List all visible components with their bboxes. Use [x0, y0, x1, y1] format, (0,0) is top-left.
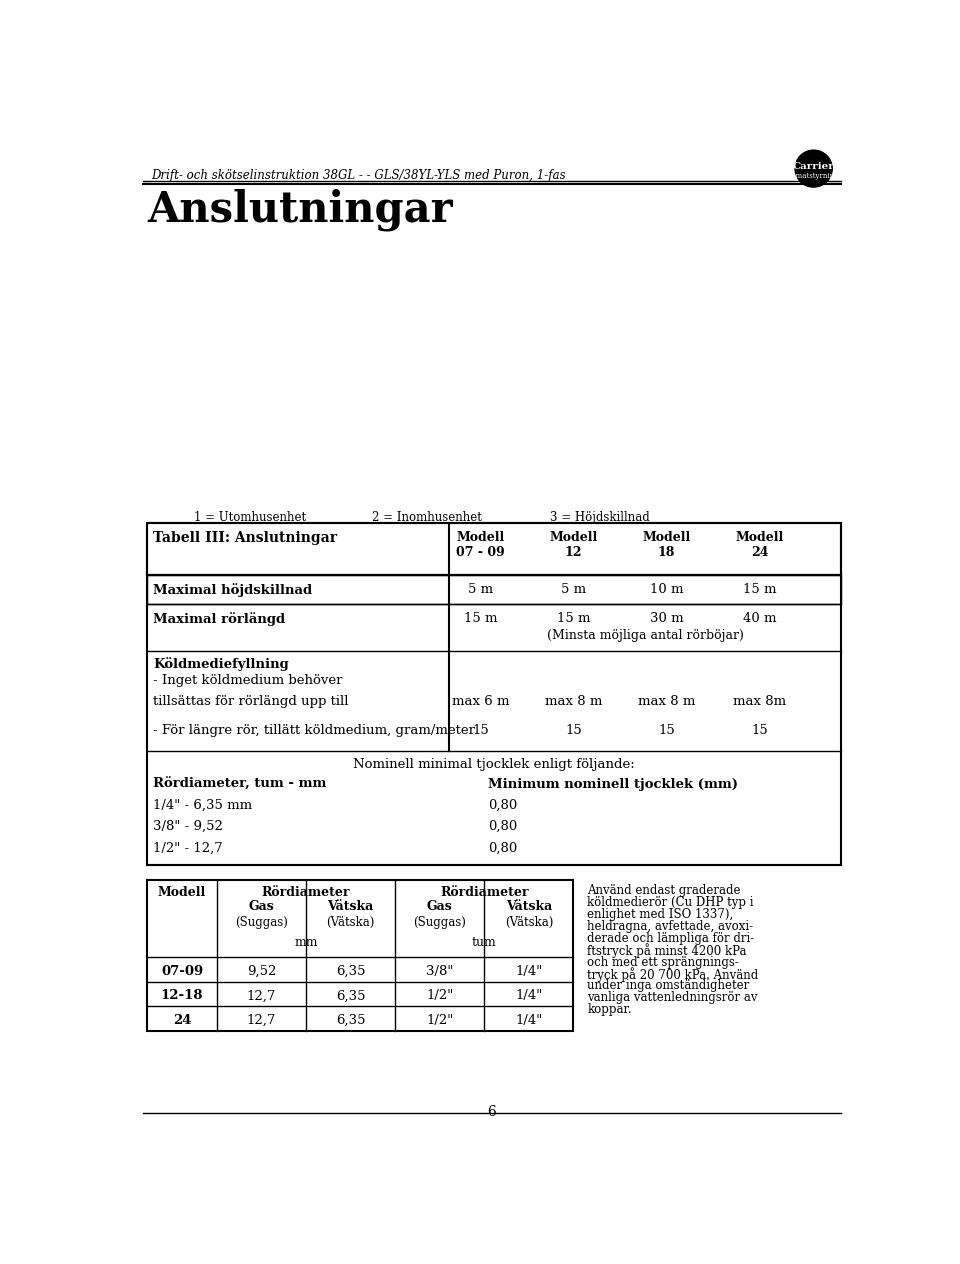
Text: 15: 15: [751, 724, 768, 737]
Text: Modell: Modell: [549, 531, 597, 544]
Text: tryck på 20 700 kPa. Använd: tryck på 20 700 kPa. Använd: [588, 967, 758, 982]
Text: (Minsta möjliga antal rörböjar): (Minsta möjliga antal rörböjar): [546, 629, 743, 642]
Text: 1/2": 1/2": [426, 990, 453, 1002]
Text: Gas: Gas: [249, 900, 275, 913]
Text: 0,80: 0,80: [488, 799, 517, 811]
Text: Anslutningar: Anslutningar: [147, 188, 453, 231]
Text: och med ett sprängnings-: och med ett sprängnings-: [588, 956, 739, 968]
Text: (Vätska): (Vätska): [505, 915, 553, 929]
Text: Vätska: Vätska: [327, 900, 373, 913]
Text: 1/4" - 6,35 mm: 1/4" - 6,35 mm: [154, 799, 252, 811]
Text: enlighet med ISO 1337),: enlighet med ISO 1337),: [588, 908, 733, 920]
Text: 07-09: 07-09: [161, 964, 204, 978]
Text: koppar.: koppar.: [588, 1004, 632, 1016]
Text: 15: 15: [658, 724, 675, 737]
Text: Maximal rörlängd: Maximal rörlängd: [154, 612, 285, 626]
Text: 0,80: 0,80: [488, 820, 517, 833]
Text: 3/8": 3/8": [426, 964, 453, 978]
Text: Carrier: Carrier: [793, 163, 834, 172]
Text: 1/2": 1/2": [426, 1014, 453, 1028]
Text: 15 m: 15 m: [464, 612, 497, 626]
Text: 3 = Höjdskillnad: 3 = Höjdskillnad: [550, 511, 650, 525]
Text: köldmedierör (Cu DHP typ i: köldmedierör (Cu DHP typ i: [588, 896, 754, 909]
Text: max 8 m: max 8 m: [544, 694, 602, 708]
Text: Maximal höjdskillnad: Maximal höjdskillnad: [154, 583, 312, 597]
Text: 1/4": 1/4": [516, 990, 542, 1002]
Text: mm: mm: [295, 935, 318, 948]
Text: Rördiameter: Rördiameter: [262, 886, 350, 899]
Text: max 6 m: max 6 m: [451, 694, 509, 708]
Text: Rördiameter, tum - mm: Rördiameter, tum - mm: [154, 777, 326, 791]
Text: (Suggas): (Suggas): [413, 915, 467, 929]
Text: heldragna, avfettade, avoxi-: heldragna, avfettade, avoxi-: [588, 920, 754, 933]
Text: 6,35: 6,35: [336, 964, 366, 978]
Text: Minimum nominell tjocklek (mm): Minimum nominell tjocklek (mm): [488, 777, 738, 791]
Text: Vätska: Vätska: [506, 900, 552, 913]
Bar: [147, 523, 841, 575]
Text: 15: 15: [565, 724, 582, 737]
Bar: [147, 575, 841, 604]
Text: Använd endast graderade: Använd endast graderade: [588, 884, 741, 897]
Text: tum: tum: [472, 935, 496, 948]
Text: Rördiameter: Rördiameter: [440, 886, 529, 899]
Text: 1/4": 1/4": [516, 1014, 542, 1028]
Text: 15 m: 15 m: [743, 583, 776, 595]
Text: 12,7: 12,7: [247, 990, 276, 1002]
Text: 12,7: 12,7: [247, 1014, 276, 1028]
Text: max 8m: max 8m: [732, 694, 786, 708]
Text: 1 = Utomhusenhet: 1 = Utomhusenhet: [194, 511, 305, 525]
Text: max 8 m: max 8 m: [637, 694, 695, 708]
Text: 2 = Inomhusenhet: 2 = Inomhusenhet: [372, 511, 482, 525]
Text: Modell: Modell: [157, 886, 206, 899]
Text: (Vätska): (Vätska): [326, 915, 374, 929]
Text: 30 m: 30 m: [650, 612, 684, 626]
Text: 3/8" - 9,52: 3/8" - 9,52: [154, 820, 223, 833]
Text: 07 - 09: 07 - 09: [456, 546, 505, 559]
Text: 18: 18: [658, 546, 675, 559]
Text: 12-18: 12-18: [160, 990, 204, 1002]
Text: Gas: Gas: [427, 900, 452, 913]
Text: 1/2" - 12,7: 1/2" - 12,7: [154, 842, 223, 854]
Text: 24: 24: [173, 1014, 191, 1028]
Text: Modell: Modell: [642, 531, 690, 544]
Text: 0,80: 0,80: [488, 842, 517, 854]
Text: Drift- och skötselinstruktion 38GL - - GLS/38YL-YLS med Puron, 1-fas: Drift- och skötselinstruktion 38GL - - G…: [151, 168, 565, 182]
Bar: [147, 880, 573, 1031]
Bar: [147, 523, 841, 865]
Circle shape: [795, 150, 832, 187]
Text: 10 m: 10 m: [650, 583, 684, 595]
Text: ftstryck på minst 4200 kPa: ftstryck på minst 4200 kPa: [588, 944, 747, 958]
Text: 9,52: 9,52: [247, 964, 276, 978]
Text: under inga omständigheter: under inga omständigheter: [588, 980, 750, 992]
Text: Modell: Modell: [456, 531, 505, 544]
Text: 15 m: 15 m: [557, 612, 590, 626]
Text: 15: 15: [472, 724, 489, 737]
Text: vanliga vattenledningsrör av: vanliga vattenledningsrör av: [588, 991, 757, 1005]
Text: Nominell minimal tjocklek enligt följande:: Nominell minimal tjocklek enligt följand…: [353, 758, 635, 771]
Text: 6,35: 6,35: [336, 990, 366, 1002]
Text: 5 m: 5 m: [468, 583, 492, 595]
Text: Tabell III: Anslutningar: Tabell III: Anslutningar: [154, 531, 337, 545]
Text: 1/4": 1/4": [516, 964, 542, 978]
Text: - För längre rör, tillätt köldmedium, gram/meter: - För längre rör, tillätt köldmedium, gr…: [154, 724, 475, 737]
Text: 6: 6: [488, 1105, 496, 1119]
Text: 24: 24: [751, 546, 768, 559]
Text: 5 m: 5 m: [561, 583, 586, 595]
Text: Köldmediefyllning: Köldmediefyllning: [154, 657, 289, 671]
Text: Modell: Modell: [735, 531, 783, 544]
Text: (Suggas): (Suggas): [235, 915, 288, 929]
Text: 40 m: 40 m: [743, 612, 776, 626]
Text: tillsättas för rörlängd upp till: tillsättas för rörlängd upp till: [154, 694, 348, 708]
Text: klimatstyrning: klimatstyrning: [788, 172, 839, 179]
Text: - Inget köldmedium behöver: - Inget köldmedium behöver: [154, 674, 343, 686]
Text: 6,35: 6,35: [336, 1014, 366, 1028]
Text: derade och lämpliga för dri-: derade och lämpliga för dri-: [588, 932, 755, 944]
Text: 12: 12: [564, 546, 582, 559]
